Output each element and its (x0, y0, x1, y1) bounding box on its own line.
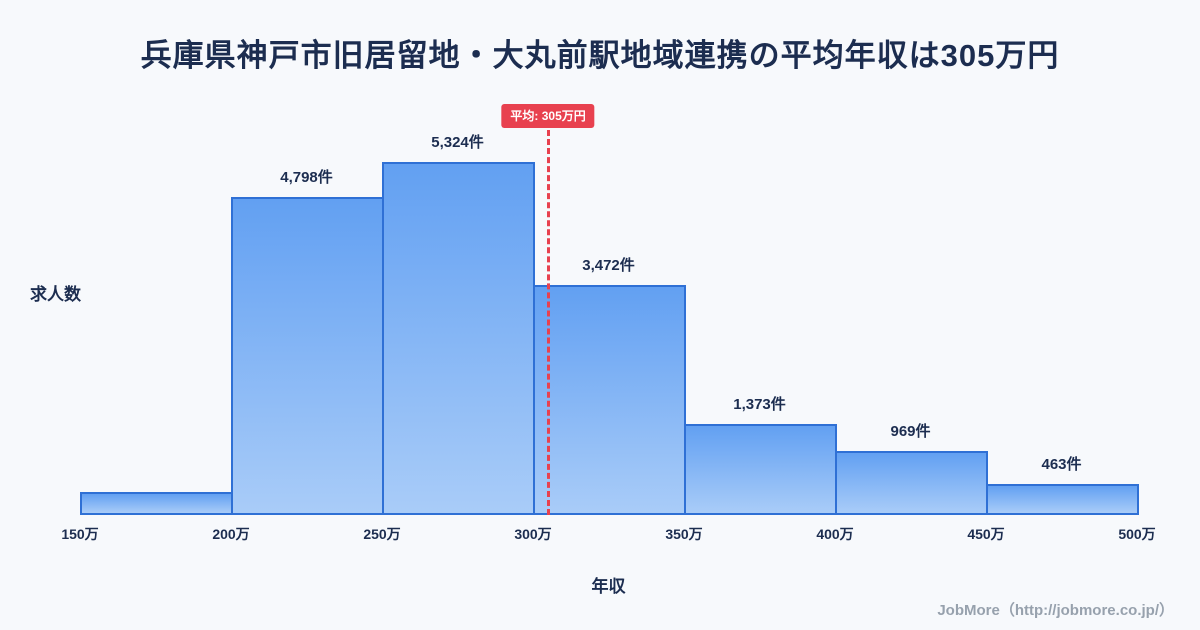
bar-value-label: 463件 (1041, 456, 1082, 474)
bar-value-label: 1,373件 (733, 395, 786, 413)
plot-area: 平均: 305万円 4,798件 5,324件 3,472件 1,373件 969件 46… (80, 104, 1139, 515)
average-line (546, 130, 550, 515)
histogram-bar (231, 196, 384, 515)
histogram-bar (533, 284, 686, 515)
histogram-bar (835, 450, 988, 515)
bar-value-label: 5,324件 (431, 133, 484, 151)
x-tick-label: 450万 (967, 526, 1005, 542)
x-tick-label: 500万 (1118, 526, 1156, 542)
x-tick-label: 400万 (816, 526, 854, 542)
bar-value-label: 3,472件 (582, 256, 635, 274)
x-tick-label: 200万 (212, 526, 250, 542)
histogram-bar (684, 423, 837, 515)
x-tick-label: 350万 (665, 526, 703, 542)
bar-value-label: 969件 (890, 422, 931, 440)
bar-value-label: 4,798件 (280, 168, 333, 186)
x-axis-ticks: 150万 200万 250万 300万 350万 400万 450万 500万 (61, 524, 1155, 544)
y-axis-label: 求人数 (30, 285, 81, 304)
x-axis-label: 年収 (591, 577, 626, 596)
x-tick-label: 150万 (61, 526, 99, 542)
page-title: 兵庫県神戸市旧居留地・大丸前駅地域連携の平均年収は305万円 (140, 38, 1060, 73)
histogram-bar (382, 161, 535, 515)
average-badge: 平均: 305万円 (501, 104, 595, 128)
footer-credit: JobMore（http://jobmore.co.jp/） (937, 602, 1174, 619)
histogram-bar (80, 491, 233, 515)
x-tick-label: 300万 (514, 526, 552, 542)
x-tick-label: 250万 (363, 526, 401, 542)
histogram-bar (986, 484, 1139, 515)
